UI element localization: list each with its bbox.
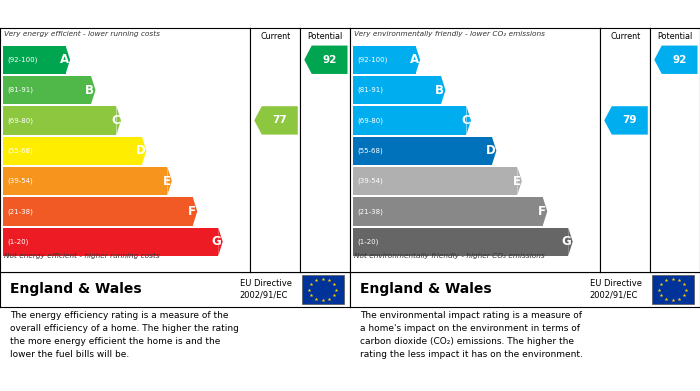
- Text: E: E: [512, 174, 521, 188]
- Text: Current: Current: [610, 32, 640, 41]
- Text: Potential: Potential: [657, 32, 693, 41]
- Text: Not environmentally friendly - higher CO₂ emissions: Not environmentally friendly - higher CO…: [354, 253, 545, 259]
- Text: EU Directive
2002/91/EC: EU Directive 2002/91/EC: [589, 279, 642, 300]
- FancyBboxPatch shape: [3, 136, 142, 165]
- Text: F: F: [188, 205, 196, 218]
- FancyBboxPatch shape: [3, 106, 116, 135]
- Polygon shape: [142, 136, 146, 165]
- FancyBboxPatch shape: [3, 167, 167, 195]
- Text: Not energy efficient - higher running costs: Not energy efficient - higher running co…: [4, 253, 160, 259]
- Text: 79: 79: [622, 115, 637, 126]
- FancyBboxPatch shape: [353, 167, 517, 195]
- Text: Current: Current: [260, 32, 290, 41]
- Polygon shape: [218, 228, 223, 256]
- FancyBboxPatch shape: [3, 197, 193, 226]
- Polygon shape: [654, 46, 697, 74]
- Text: The energy efficiency rating is a measure of the
overall efficiency of a home. T: The energy efficiency rating is a measur…: [10, 311, 239, 359]
- Text: EU Directive
2002/91/EC: EU Directive 2002/91/EC: [239, 279, 292, 300]
- Polygon shape: [542, 197, 547, 226]
- FancyBboxPatch shape: [652, 275, 694, 304]
- Polygon shape: [441, 76, 445, 104]
- Text: Energy Efficiency Rating: Energy Efficiency Rating: [7, 7, 178, 20]
- Text: (39-54): (39-54): [357, 178, 383, 184]
- FancyBboxPatch shape: [353, 76, 441, 104]
- Text: England & Wales: England & Wales: [10, 283, 142, 296]
- Text: D: D: [485, 144, 495, 157]
- Text: (81-91): (81-91): [7, 87, 33, 93]
- FancyBboxPatch shape: [353, 46, 416, 74]
- Text: 92: 92: [673, 55, 687, 65]
- Text: 92: 92: [323, 55, 337, 65]
- Text: (55-68): (55-68): [7, 147, 33, 154]
- FancyBboxPatch shape: [3, 46, 66, 74]
- Text: The environmental impact rating is a measure of
a home's impact on the environme: The environmental impact rating is a mea…: [360, 311, 583, 359]
- Polygon shape: [568, 228, 573, 256]
- Text: (1-20): (1-20): [357, 239, 379, 245]
- Text: B: B: [85, 84, 94, 97]
- Polygon shape: [66, 46, 70, 74]
- FancyBboxPatch shape: [3, 76, 91, 104]
- FancyBboxPatch shape: [353, 228, 568, 256]
- Polygon shape: [254, 106, 298, 135]
- Text: C: C: [461, 114, 470, 127]
- Text: A: A: [60, 53, 69, 66]
- Polygon shape: [517, 167, 522, 195]
- Text: B: B: [435, 84, 444, 97]
- Polygon shape: [116, 106, 121, 135]
- FancyBboxPatch shape: [353, 136, 492, 165]
- Text: (1-20): (1-20): [7, 239, 29, 245]
- Polygon shape: [304, 46, 347, 74]
- Polygon shape: [193, 197, 197, 226]
- FancyBboxPatch shape: [353, 197, 542, 226]
- Text: C: C: [111, 114, 120, 127]
- Text: (92-100): (92-100): [357, 57, 387, 63]
- Text: (81-91): (81-91): [357, 87, 383, 93]
- Text: D: D: [135, 144, 145, 157]
- FancyBboxPatch shape: [302, 275, 344, 304]
- Text: (69-80): (69-80): [7, 117, 33, 124]
- Text: F: F: [538, 205, 546, 218]
- Text: E: E: [162, 174, 171, 188]
- Polygon shape: [91, 76, 95, 104]
- Text: Potential: Potential: [307, 32, 343, 41]
- Text: G: G: [211, 235, 221, 248]
- FancyBboxPatch shape: [3, 228, 218, 256]
- Polygon shape: [167, 167, 172, 195]
- Text: (92-100): (92-100): [7, 57, 37, 63]
- Text: 77: 77: [272, 115, 287, 126]
- Polygon shape: [604, 106, 648, 135]
- Text: A: A: [410, 53, 419, 66]
- Text: (21-38): (21-38): [7, 208, 33, 215]
- Polygon shape: [416, 46, 420, 74]
- Polygon shape: [466, 106, 471, 135]
- Text: (21-38): (21-38): [357, 208, 383, 215]
- Text: (39-54): (39-54): [7, 178, 33, 184]
- Text: (55-68): (55-68): [357, 147, 383, 154]
- Polygon shape: [492, 136, 496, 165]
- Text: Very environmentally friendly - lower CO₂ emissions: Very environmentally friendly - lower CO…: [354, 30, 545, 37]
- Text: England & Wales: England & Wales: [360, 283, 492, 296]
- Text: Very energy efficient - lower running costs: Very energy efficient - lower running co…: [4, 30, 160, 37]
- Text: (69-80): (69-80): [357, 117, 383, 124]
- Text: G: G: [561, 235, 571, 248]
- FancyBboxPatch shape: [353, 106, 466, 135]
- Text: Environmental Impact (CO₂) Rating: Environmental Impact (CO₂) Rating: [357, 7, 603, 20]
